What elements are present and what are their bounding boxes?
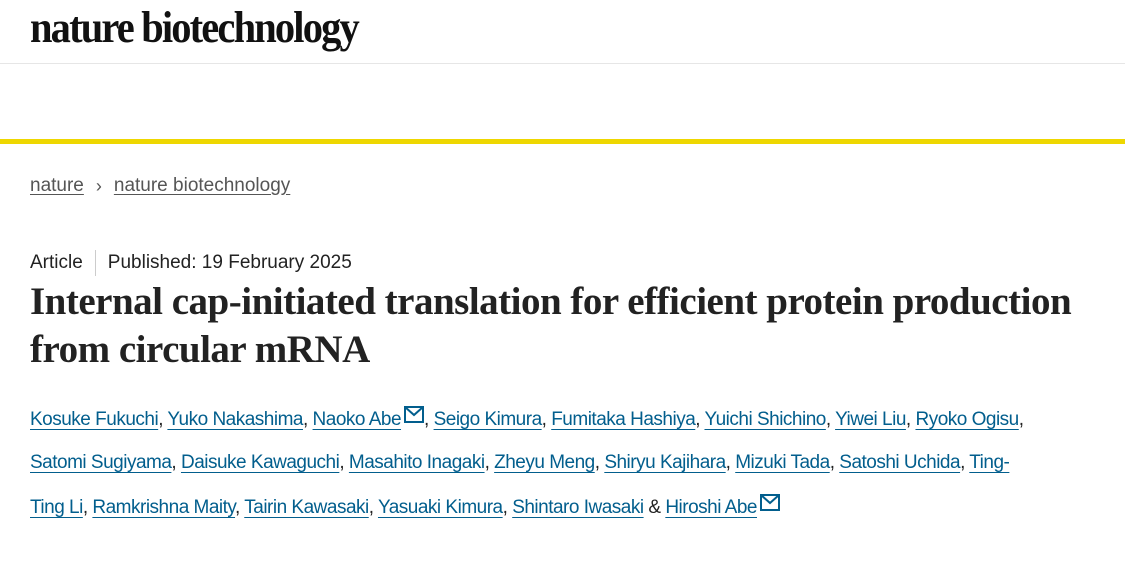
- author-link[interactable]: Seigo Kimura: [433, 409, 543, 430]
- author-link[interactable]: Kosuke Fukuchi: [30, 409, 159, 430]
- author-link[interactable]: Tairin Kawasaki: [244, 497, 369, 518]
- breadcrumb: nature › nature biotechnology: [30, 175, 290, 197]
- author-link[interactable]: Mizuki Tada: [735, 452, 830, 473]
- author-link[interactable]: Fumitaka Hashiya: [551, 409, 696, 430]
- accent-bar: [0, 139, 1125, 144]
- author-link[interactable]: Masahito Inagaki: [348, 452, 485, 473]
- envelope-icon[interactable]: [404, 396, 425, 439]
- breadcrumb-nature-biotechnology[interactable]: nature biotechnology: [113, 175, 291, 196]
- article-meta: Article Published: 19 February 2025: [30, 250, 352, 276]
- author-separator: &: [643, 497, 666, 518]
- author-link[interactable]: Shiryu Kajihara: [604, 452, 726, 473]
- author-link[interactable]: Yuichi Shichino: [704, 409, 826, 430]
- author-link[interactable]: Ramkrishna Maity: [92, 497, 236, 518]
- chevron-right-icon: ›: [95, 175, 102, 196]
- envelope-icon[interactable]: [760, 484, 780, 527]
- author-link[interactable]: Satoshi Uchida: [839, 452, 961, 473]
- divider: [94, 250, 96, 276]
- article-title: Internal cap-initiated translation for e…: [30, 280, 1072, 371]
- author-link[interactable]: Zheyu Meng: [494, 452, 595, 473]
- author-link[interactable]: Yuko Nakashima: [167, 409, 303, 430]
- author-link[interactable]: Hiroshi Abe: [665, 497, 757, 518]
- author-link[interactable]: Ryoko Ogisu: [915, 409, 1019, 430]
- author-link[interactable]: Satomi Sugiyama: [30, 452, 172, 473]
- author-link[interactable]: Naoko Abe: [312, 409, 402, 430]
- author-link[interactable]: Yiwei Liu: [835, 409, 906, 430]
- author-link[interactable]: Ting-Ting Li: [30, 452, 1010, 518]
- article-type: Article: [30, 252, 83, 273]
- divider: [0, 63, 1125, 64]
- published-date: Published: 19 February 2025: [107, 252, 352, 273]
- breadcrumb-nature[interactable]: nature: [30, 175, 84, 196]
- author-link[interactable]: Daisuke Kawaguchi: [180, 452, 340, 473]
- author-list: Kosuke Fukuchi, Yuko Nakashima, Naoko Ab…: [30, 396, 1030, 529]
- journal-logo[interactable]: nature biotechnology: [30, 3, 360, 52]
- author-link[interactable]: Yasuaki Kimura: [377, 497, 503, 518]
- author-link[interactable]: Shintaro Iwasaki: [512, 497, 644, 518]
